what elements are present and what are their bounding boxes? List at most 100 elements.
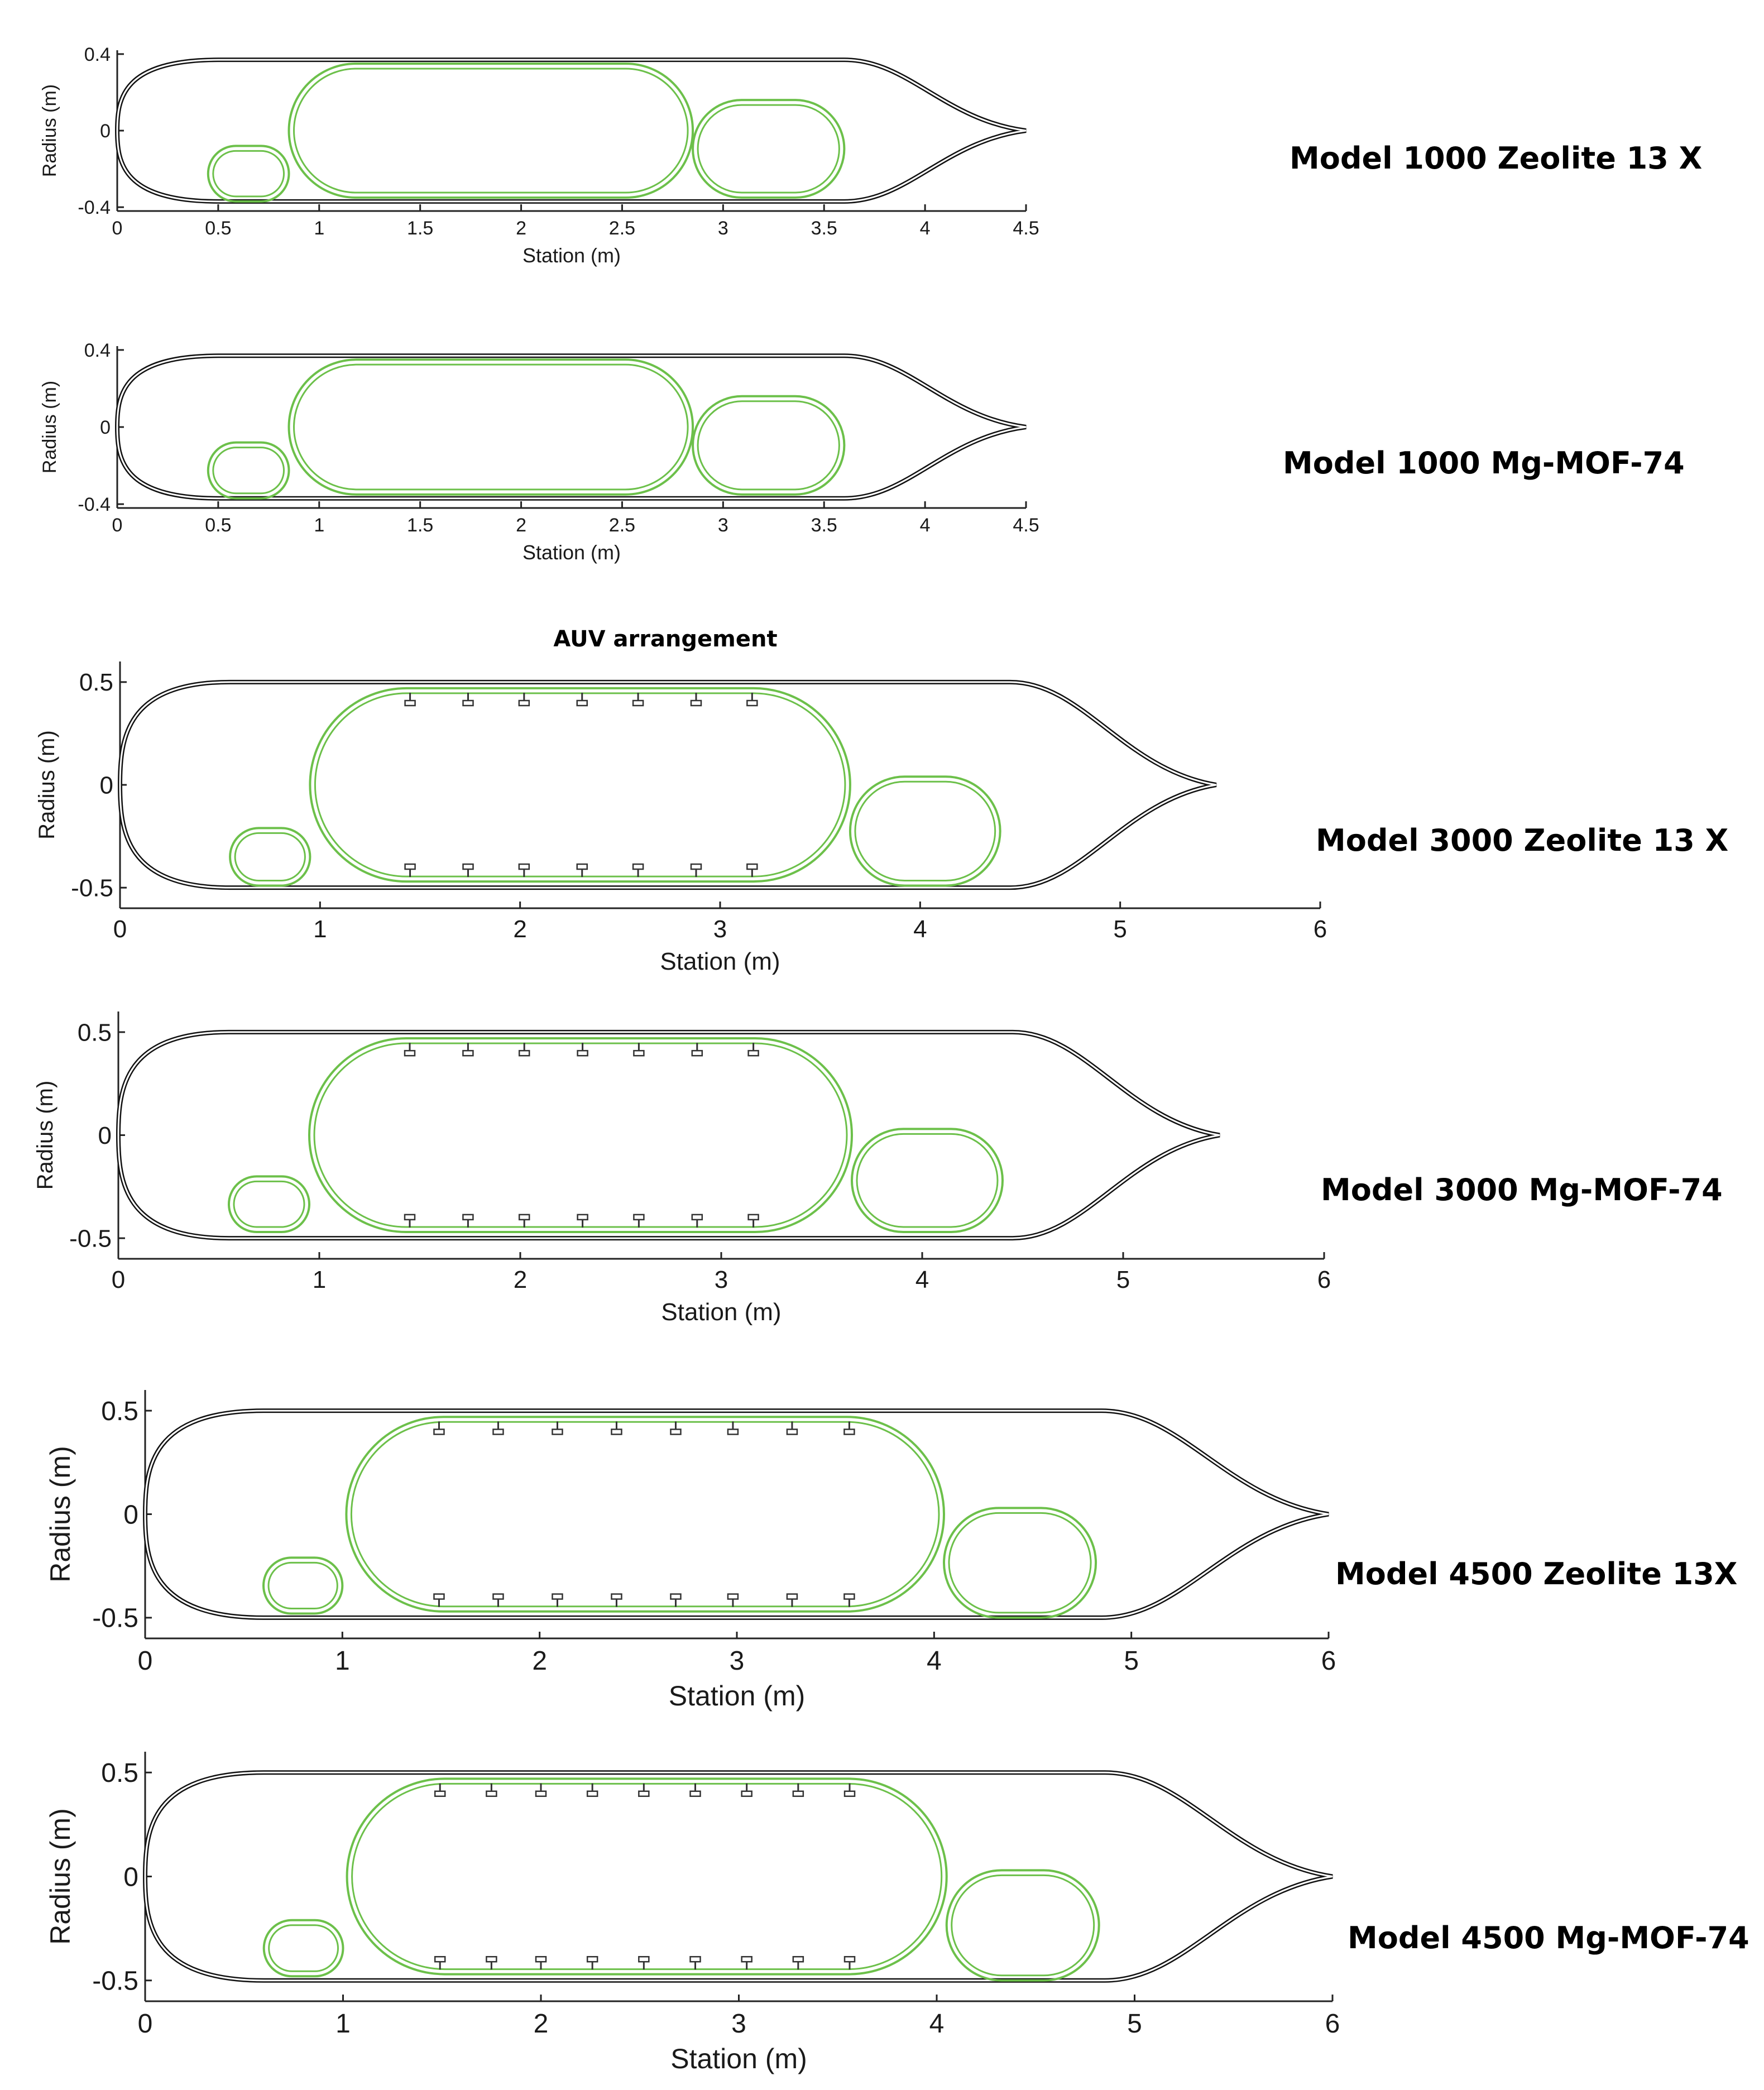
stringer-marker [552, 1593, 563, 1600]
model-label: Model 3000 Zeolite 13 X [1316, 823, 1728, 858]
stringer-marker [586, 1955, 598, 1963]
x-tick-label: 4.5 [1013, 218, 1039, 239]
x-tick-label: 0 [138, 2009, 153, 2039]
hull-outline-inner [116, 354, 1027, 500]
hull-outline-inner [144, 1771, 1333, 1982]
tank-1 [207, 145, 290, 203]
y-tick-label: 0.4 [84, 44, 111, 65]
tank-1-inner [267, 1561, 338, 1609]
x-tick-label: 5 [1124, 1646, 1139, 1676]
y-tick-label: -0.4 [78, 197, 111, 218]
x-tick-label: 4 [920, 218, 931, 239]
stringer-marker [577, 1049, 588, 1057]
stringer-marker [486, 1790, 497, 1797]
x-tick-label: 3 [718, 218, 728, 239]
stringer-marker [741, 1955, 752, 1963]
y-tick-label: 0 [100, 121, 111, 142]
tank-1-inner [233, 1180, 305, 1228]
stringer-marker [786, 1593, 798, 1600]
x-axis-label: Station (m) [670, 2043, 807, 2074]
x-tick-label: 2 [516, 515, 526, 536]
stringer-marker [632, 699, 644, 707]
x-tick-label: 4.5 [1013, 515, 1039, 536]
tank-2 [308, 1037, 853, 1234]
y-tick-label: 0.5 [101, 1758, 138, 1788]
x-tick-label: 3 [730, 1646, 745, 1676]
stringer-marker [843, 1593, 855, 1600]
stringer-marker [462, 699, 474, 707]
stringer-marker [691, 1214, 703, 1221]
x-tick-label: 1 [314, 218, 324, 239]
stringer-marker [747, 1214, 759, 1221]
stringer-marker [786, 1429, 798, 1435]
tank-3 [692, 99, 846, 199]
tank-2 [309, 687, 851, 883]
x-tick-label: 2 [532, 1646, 547, 1676]
tank-3 [692, 395, 846, 496]
stringer-marker [462, 1214, 474, 1221]
y-tick-label: -0.4 [78, 494, 111, 515]
tank-2-inner [350, 1421, 940, 1608]
y-tick-label: 0.5 [101, 1397, 138, 1426]
y-axis-label: Radius (m) [39, 381, 60, 473]
tank-3-inner [854, 780, 996, 881]
stringer-marker [611, 1593, 622, 1600]
hull-outline-inner [119, 681, 1216, 889]
stringer-marker [404, 1214, 416, 1221]
x-tick-label: 1 [335, 2009, 351, 2039]
stringer-marker [747, 1049, 759, 1057]
tank-1-inner [268, 1924, 339, 1972]
stringer-marker [586, 1790, 598, 1797]
x-tick-label: 0 [112, 515, 123, 536]
x-tick-label: 4 [915, 1266, 929, 1293]
stringer-marker [404, 1049, 416, 1057]
tank-1 [262, 1556, 344, 1615]
x-axis-label: Station (m) [669, 1680, 806, 1712]
x-tick-label: 4 [929, 2009, 945, 2039]
tank-1 [262, 1919, 344, 1978]
stringer-marker [727, 1593, 739, 1600]
x-tick-label: 6 [1321, 1646, 1336, 1676]
stringer-marker [633, 1214, 645, 1221]
model-label: Model 3000 Mg-MOF-74 [1321, 1172, 1723, 1207]
tank-1-inner [212, 447, 285, 495]
stringer-marker [746, 699, 758, 707]
stringer-marker [633, 1049, 645, 1057]
y-axis-label: Radius (m) [33, 1081, 57, 1190]
stringer-marker [434, 1790, 446, 1797]
stringer-marker [577, 1214, 588, 1221]
y-tick-label: 0.5 [78, 1019, 112, 1046]
x-tick-label: 1 [335, 1646, 350, 1676]
y-tick-label: -0.5 [92, 1604, 138, 1633]
stringer-marker [433, 1429, 445, 1435]
tank-2-inner [293, 68, 689, 194]
tank-3-inner [697, 104, 840, 194]
stringer-marker [535, 1790, 547, 1797]
y-tick-label: -0.5 [69, 1225, 112, 1252]
y-axis-label: Radius (m) [35, 730, 59, 840]
stringer-marker [638, 1955, 650, 1963]
tank-3 [945, 1869, 1100, 1982]
stringer-marker [727, 1429, 739, 1435]
hull-outline [142, 1770, 1333, 1983]
tank-3-inner [856, 1133, 999, 1228]
hull-outline [114, 353, 1027, 501]
stringer-marker [792, 1790, 804, 1797]
stringer-marker [433, 1593, 445, 1600]
tank-3 [851, 1128, 1004, 1234]
stringer-marker [689, 1790, 701, 1797]
x-tick-label: 5 [1113, 915, 1127, 943]
stringer-marker [638, 1790, 650, 1797]
x-axis-label: Station (m) [523, 541, 621, 564]
stringer-marker [690, 699, 702, 707]
stringer-marker [691, 1049, 703, 1057]
x-tick-label: 3 [715, 1266, 728, 1293]
hull-outline-inner [144, 1410, 1329, 1619]
stringer-marker [746, 863, 758, 870]
y-tick-label: 0.5 [79, 669, 113, 696]
